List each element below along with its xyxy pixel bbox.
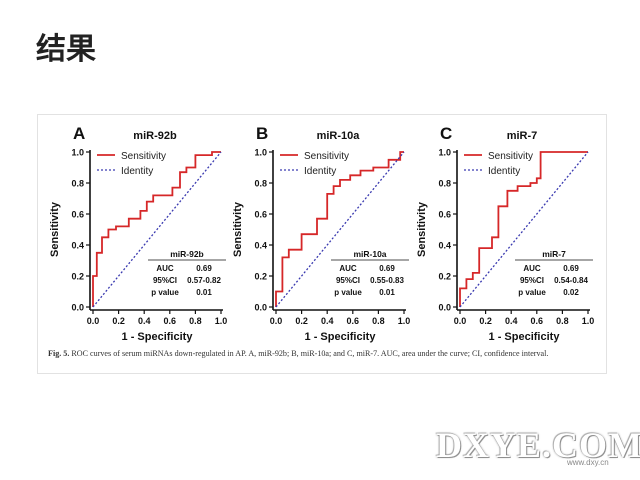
- x-tick-label: 0.0: [87, 316, 100, 326]
- stats-label: AUC: [156, 264, 174, 273]
- caption-lead: Fig. 5.: [48, 349, 70, 358]
- stats-header: miR-7: [542, 249, 566, 259]
- stats-value: 0.55-0.83: [370, 276, 404, 285]
- x-tick-label: 0.8: [556, 316, 569, 326]
- x-tick-label: 0.8: [372, 316, 385, 326]
- watermark-url: www.dxy.cn: [567, 458, 609, 467]
- sensitivity-curve: [275, 151, 404, 307]
- stats-header: miR-10a: [353, 249, 386, 259]
- stats-label: 95%CI: [153, 276, 177, 285]
- sensitivity-curve: [459, 151, 588, 307]
- caption-text: ROC curves of serum miRNAs down-regulate…: [71, 349, 549, 358]
- x-tick-label: 1.0: [582, 316, 595, 326]
- y-tick-label: 0.2: [254, 272, 267, 282]
- x-tick-label: 0.4: [138, 316, 151, 326]
- y-tick-label: 1.0: [71, 148, 84, 158]
- y-tick-label: 0.4: [71, 241, 84, 251]
- y-tick-label: 0.8: [254, 179, 267, 189]
- stats-value: 0.69: [379, 264, 395, 273]
- y-tick-label: 0.0: [254, 303, 267, 313]
- stats-label: AUC: [339, 264, 357, 273]
- y-tick-label: 0.2: [438, 272, 451, 282]
- x-tick-label: 0.6: [347, 316, 360, 326]
- y-tick-label: 0.6: [438, 210, 451, 220]
- legend-label: Identity: [488, 166, 520, 177]
- stats-value: 0.01: [196, 288, 212, 297]
- x-tick-label: 0.6: [164, 316, 177, 326]
- x-tick-label: 0.8: [189, 316, 202, 326]
- x-axis-label: 1 - Specificity: [122, 331, 194, 343]
- y-tick-label: 0.2: [71, 272, 84, 282]
- x-tick-label: 0.2: [295, 316, 308, 326]
- legend-label: Identity: [121, 166, 153, 177]
- panel-title: miR-10a: [317, 130, 361, 142]
- y-axis-label: Sensitivity: [416, 201, 428, 257]
- stats-label: p value: [518, 288, 546, 297]
- x-axis-label: 1 - Specificity: [489, 331, 561, 343]
- stats-header: miR-92b: [170, 249, 204, 259]
- y-tick-label: 0.8: [71, 179, 84, 189]
- panel-letter: B: [256, 124, 268, 143]
- y-tick-label: 0.0: [71, 303, 84, 313]
- stats-label: p value: [334, 288, 362, 297]
- slide-title: 结果: [36, 32, 96, 67]
- stats-value: 0.01: [379, 288, 395, 297]
- y-tick-label: 0.4: [438, 241, 451, 251]
- stats-value: 0.57-0.82: [187, 276, 221, 285]
- legend-label: Identity: [304, 166, 336, 177]
- y-axis-label: Sensitivity: [49, 201, 61, 257]
- y-tick-label: 1.0: [438, 148, 451, 158]
- y-tick-label: 0.6: [71, 210, 84, 220]
- x-tick-label: 0.0: [270, 316, 283, 326]
- identity-line: [459, 151, 589, 308]
- stats-label: p value: [151, 288, 179, 297]
- legend-label: Sensitivity: [304, 151, 349, 162]
- y-tick-label: 0.8: [438, 179, 451, 189]
- y-tick-label: 1.0: [254, 148, 267, 158]
- sensitivity-curve: [92, 151, 221, 307]
- panel-title: miR-7: [507, 130, 538, 142]
- stats-value: 0.69: [196, 264, 212, 273]
- stats-value: 0.54-0.84: [554, 276, 588, 285]
- stats-value: 0.02: [563, 288, 579, 297]
- legend-label: Sensitivity: [488, 151, 533, 162]
- panel-title: miR-92b: [133, 130, 177, 142]
- y-tick-label: 0.6: [254, 210, 267, 220]
- x-tick-label: 0.2: [112, 316, 125, 326]
- panel-letter: C: [440, 124, 452, 143]
- panel-letter: A: [73, 124, 85, 143]
- stats-label: 95%CI: [336, 276, 360, 285]
- y-axis-label: Sensitivity: [232, 201, 244, 257]
- identity-line: [92, 151, 222, 308]
- x-tick-label: 0.0: [454, 316, 467, 326]
- x-tick-label: 1.0: [398, 316, 411, 326]
- identity-line: [275, 151, 405, 308]
- watermark-logo: DXYE.COM: [436, 425, 640, 465]
- x-axis-label: 1 - Specificity: [305, 331, 377, 343]
- stats-label: AUC: [523, 264, 541, 273]
- x-tick-label: 0.4: [321, 316, 334, 326]
- stats-label: 95%CI: [520, 276, 544, 285]
- y-tick-label: 0.0: [438, 303, 451, 313]
- x-tick-label: 0.6: [531, 316, 544, 326]
- legend-label: Sensitivity: [121, 151, 166, 162]
- x-tick-label: 0.4: [505, 316, 518, 326]
- y-tick-label: 0.4: [254, 241, 267, 251]
- x-tick-label: 0.2: [479, 316, 492, 326]
- x-tick-label: 1.0: [215, 316, 228, 326]
- stats-value: 0.69: [563, 264, 579, 273]
- figure-caption: Fig. 5. ROC curves of serum miRNAs down-…: [48, 348, 600, 360]
